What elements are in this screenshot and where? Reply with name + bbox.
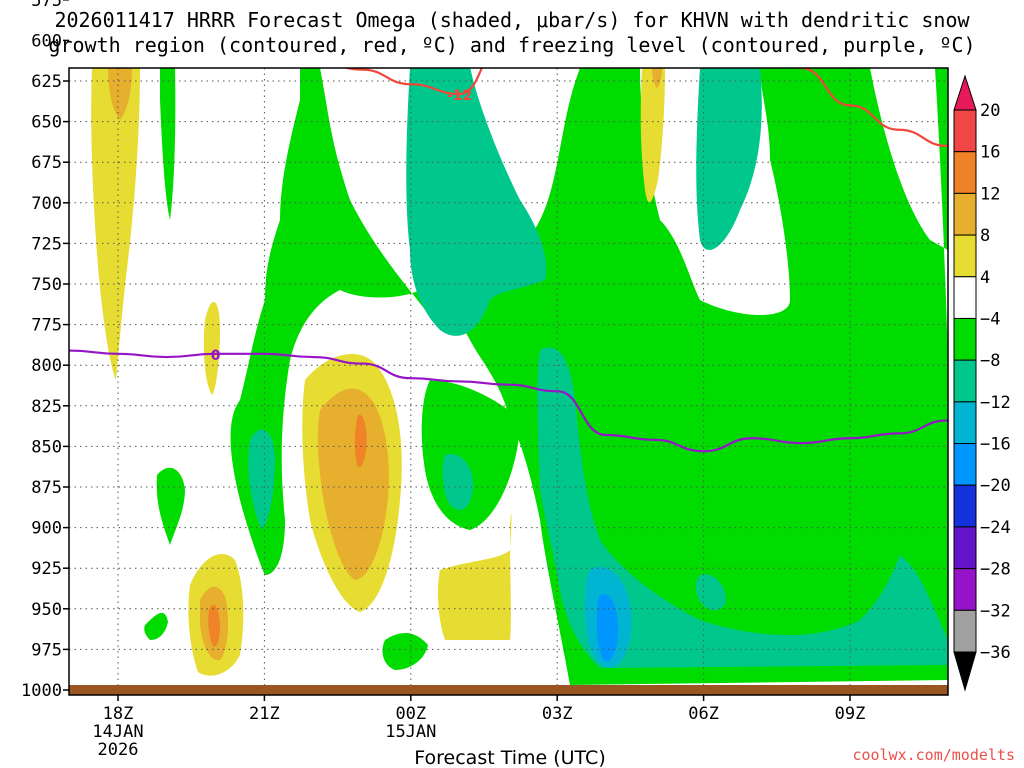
y-tick-label: 775 bbox=[31, 316, 62, 336]
chart-title-line-1: 2026011417 HRRR Forecast Omega (shaded, … bbox=[54, 8, 970, 32]
colorbar-bottom-triangle bbox=[953, 651, 977, 692]
x-tick-label: 00Z bbox=[395, 704, 426, 724]
colorbar-label: −32 bbox=[980, 601, 1011, 621]
colorbar-swatch bbox=[953, 568, 977, 611]
colorbar-swatch bbox=[953, 192, 977, 236]
y-tick-label: 750 bbox=[31, 275, 62, 295]
green-region-main bbox=[230, 68, 948, 685]
colorbar-label: 20 bbox=[980, 101, 1000, 121]
colorbar-swatch bbox=[953, 359, 977, 403]
teal-region-right-top bbox=[696, 68, 762, 250]
omega-colorbar: 20 16 12 8 4 −4 −8 −12 −16 −20 −24 −28 −32 −36 bbox=[953, 74, 1011, 692]
y-tick-label: 875 bbox=[31, 478, 62, 498]
y-axis-pressure: 5255505756006256506757007257507758008258… bbox=[21, 0, 69, 701]
dgz-contour-label: -12 bbox=[447, 88, 472, 104]
x-tick-label: 03Z bbox=[542, 704, 573, 724]
colorbar-swatch bbox=[953, 526, 977, 570]
colorbar-swatch bbox=[953, 484, 977, 528]
x-tick-sublabel: 14JAN bbox=[92, 722, 143, 742]
plot-area: -12-12-120 bbox=[69, 68, 948, 695]
colorbar-label: −28 bbox=[980, 560, 1011, 580]
colorbar-label: 16 bbox=[980, 143, 1000, 163]
teal-region-upper bbox=[406, 68, 547, 336]
temperature-contours: -12-12-120 bbox=[69, 68, 948, 453]
freezing-level-contour bbox=[69, 349, 948, 453]
green-strip-left bbox=[160, 68, 176, 220]
green-blob-930 bbox=[144, 612, 168, 640]
colorbar-label: 4 bbox=[980, 268, 990, 288]
x-tick-label: 06Z bbox=[688, 704, 719, 724]
colorbar-swatch bbox=[953, 276, 977, 319]
teal-blob-775 bbox=[248, 429, 275, 530]
colorbar-label: −8 bbox=[980, 351, 1000, 371]
dgz-lower-contour bbox=[343, 68, 948, 148]
x-axis-label: Forecast Time (UTC) bbox=[414, 747, 605, 768]
y-tick-label: 975 bbox=[31, 640, 62, 660]
x-tick-label: 21Z bbox=[249, 704, 280, 724]
colorbar-label: −12 bbox=[980, 393, 1011, 413]
yellow-region-left bbox=[91, 68, 140, 380]
colorbar-swatch bbox=[953, 443, 977, 486]
colorbar-swatch bbox=[953, 151, 977, 194]
yellow-blob-700 bbox=[203, 301, 220, 395]
y-tick-label: 600 bbox=[31, 31, 62, 51]
x-tick-sublabel: 15JAN bbox=[385, 722, 436, 742]
teal-blob-790 bbox=[442, 454, 474, 510]
y-tick-label: 700 bbox=[31, 194, 62, 214]
colorbar-swatch bbox=[953, 234, 977, 278]
blue-core bbox=[596, 594, 618, 662]
y-tick-label: 925 bbox=[31, 559, 62, 579]
y-tick-label: 1000 bbox=[21, 681, 62, 701]
omega-shading bbox=[91, 68, 948, 685]
x-tick-label: 09Z bbox=[835, 704, 866, 724]
source-credit: coolwx.com/modelts bbox=[852, 746, 1015, 764]
y-tick-label: 825 bbox=[31, 397, 62, 417]
colorbar-label: 12 bbox=[980, 184, 1000, 204]
orange-core-center bbox=[354, 414, 367, 467]
y-tick-label: 625 bbox=[31, 72, 62, 92]
y-tick-label: 725 bbox=[31, 234, 62, 254]
y-tick-label: 800 bbox=[31, 356, 62, 376]
colorbar-label: −20 bbox=[980, 476, 1011, 496]
green-blob-960 bbox=[382, 633, 428, 670]
teal-region-lower bbox=[537, 347, 948, 668]
yellow-region-right-top bbox=[640, 68, 665, 203]
colorbar-top-triangle bbox=[953, 74, 977, 111]
orange-region-center bbox=[317, 388, 389, 580]
colorbar-label: −24 bbox=[980, 518, 1011, 538]
colorbar-label: −4 bbox=[980, 309, 1000, 329]
x-tick-label: 18Z bbox=[103, 704, 134, 724]
plot-frame bbox=[68, 67, 949, 696]
y-tick-label: 900 bbox=[31, 519, 62, 539]
orange-right-top bbox=[652, 68, 662, 88]
y-tick-label: 575 bbox=[31, 0, 62, 11]
y-tick-label: 650 bbox=[31, 113, 62, 133]
chart-title-line-2: growth region (contoured, red, ºC) and f… bbox=[48, 33, 975, 57]
y-tick-label: 675 bbox=[31, 153, 62, 173]
ground-surface bbox=[69, 685, 948, 695]
freezing-contour-label: 0 bbox=[211, 348, 221, 364]
colorbar-swatch bbox=[953, 609, 977, 653]
y-tick-label: 850 bbox=[31, 437, 62, 457]
colorbar-label: 8 bbox=[980, 226, 990, 246]
teal-blob-900 bbox=[695, 574, 726, 611]
orange-core-lower-left bbox=[208, 605, 220, 647]
colorbar-swatch bbox=[953, 317, 977, 361]
x-tick-sublabel: 2026 bbox=[98, 740, 139, 760]
colorbar-swatch bbox=[953, 109, 977, 153]
colorbar-swatch bbox=[953, 401, 977, 445]
y-tick-label: 950 bbox=[31, 600, 62, 620]
colorbar-label: −16 bbox=[980, 435, 1011, 455]
gridlines bbox=[69, 68, 948, 695]
colorbar-label: −36 bbox=[980, 643, 1011, 663]
